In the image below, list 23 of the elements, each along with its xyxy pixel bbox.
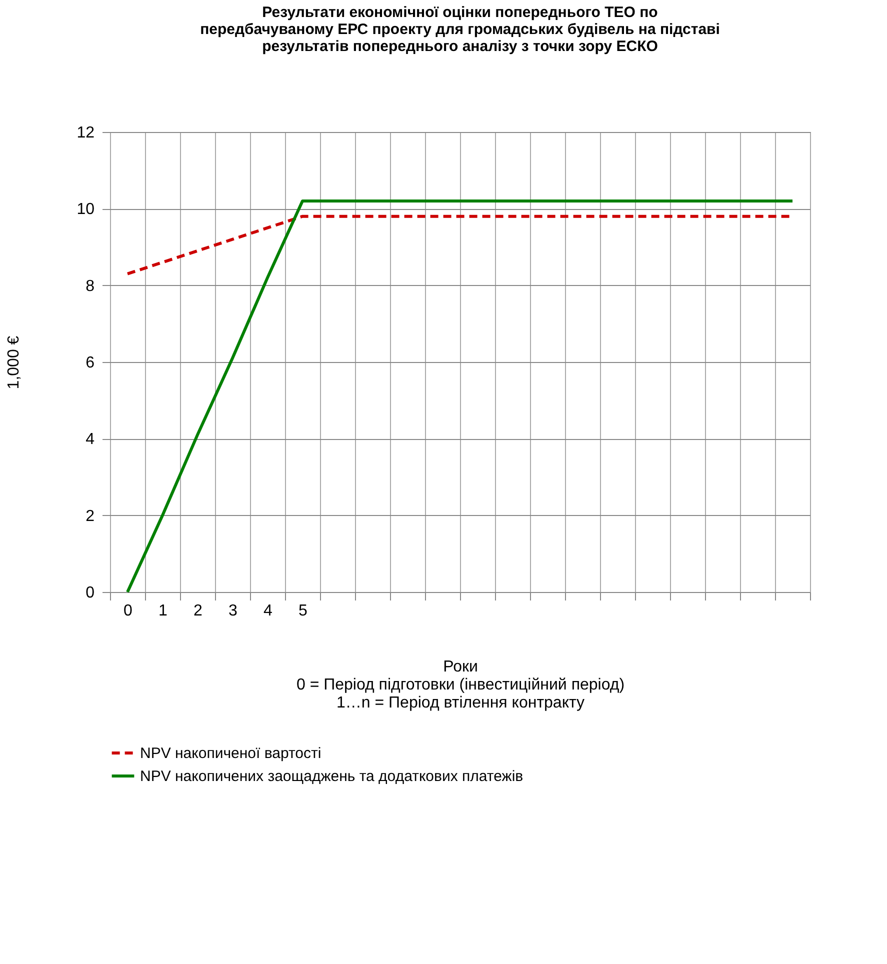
y-tick-label: 6: [86, 354, 95, 372]
x-tick-label: 3: [228, 602, 238, 620]
x-tick-label: 4: [264, 602, 273, 620]
text: Результати економічної оцінки попереднього ТЕО по: [262, 4, 658, 21]
legend-label: NPV накопичених заощаджень та додаткових платежів: [140, 768, 524, 785]
y-tick-label: 2: [86, 508, 95, 525]
text: 1…n = Період втілення контракту: [336, 694, 584, 712]
x-tick-label: 1: [158, 602, 168, 620]
legend-label: NPV накопиченої вартості: [140, 745, 322, 762]
x-tick-label: 5: [298, 602, 308, 620]
text: Роки: [443, 658, 478, 676]
y-tick-label: 12: [76, 124, 95, 142]
x-tick-label: 0: [124, 602, 133, 620]
y-tick-label: 8: [86, 278, 95, 295]
y-tick-label: 10: [76, 201, 95, 218]
line-series: [126, 200, 794, 594]
text: передбачуваному ЕРС проекту для громадських будівель на підставі: [200, 21, 720, 38]
y-tick-label: 0: [86, 584, 95, 602]
y-tick-label: 4: [86, 431, 95, 448]
x-tick-label: 2: [194, 602, 203, 620]
text: результатів попереднього аналізу з точки зору ЕСКО: [262, 38, 658, 55]
text: 0 = Період підготовки (інвестиційний період): [296, 676, 625, 694]
y-axis-title: 1,000 €: [6, 336, 23, 390]
